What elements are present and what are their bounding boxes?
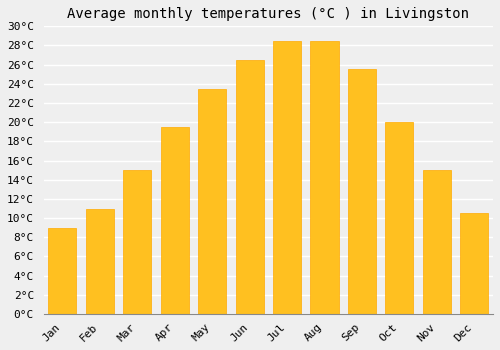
Bar [386, 122, 413, 314]
Bar [123, 170, 152, 314]
Bar [86, 209, 114, 314]
Bar [460, 213, 488, 314]
Bar [273, 41, 301, 314]
Bar [48, 228, 76, 314]
Bar [423, 170, 451, 314]
Bar [160, 127, 189, 314]
Bar [348, 69, 376, 314]
Title: Average monthly temperatures (°C ) in Livingston: Average monthly temperatures (°C ) in Li… [68, 7, 469, 21]
Bar [236, 60, 264, 314]
Bar [310, 41, 338, 314]
Bar [198, 89, 226, 314]
